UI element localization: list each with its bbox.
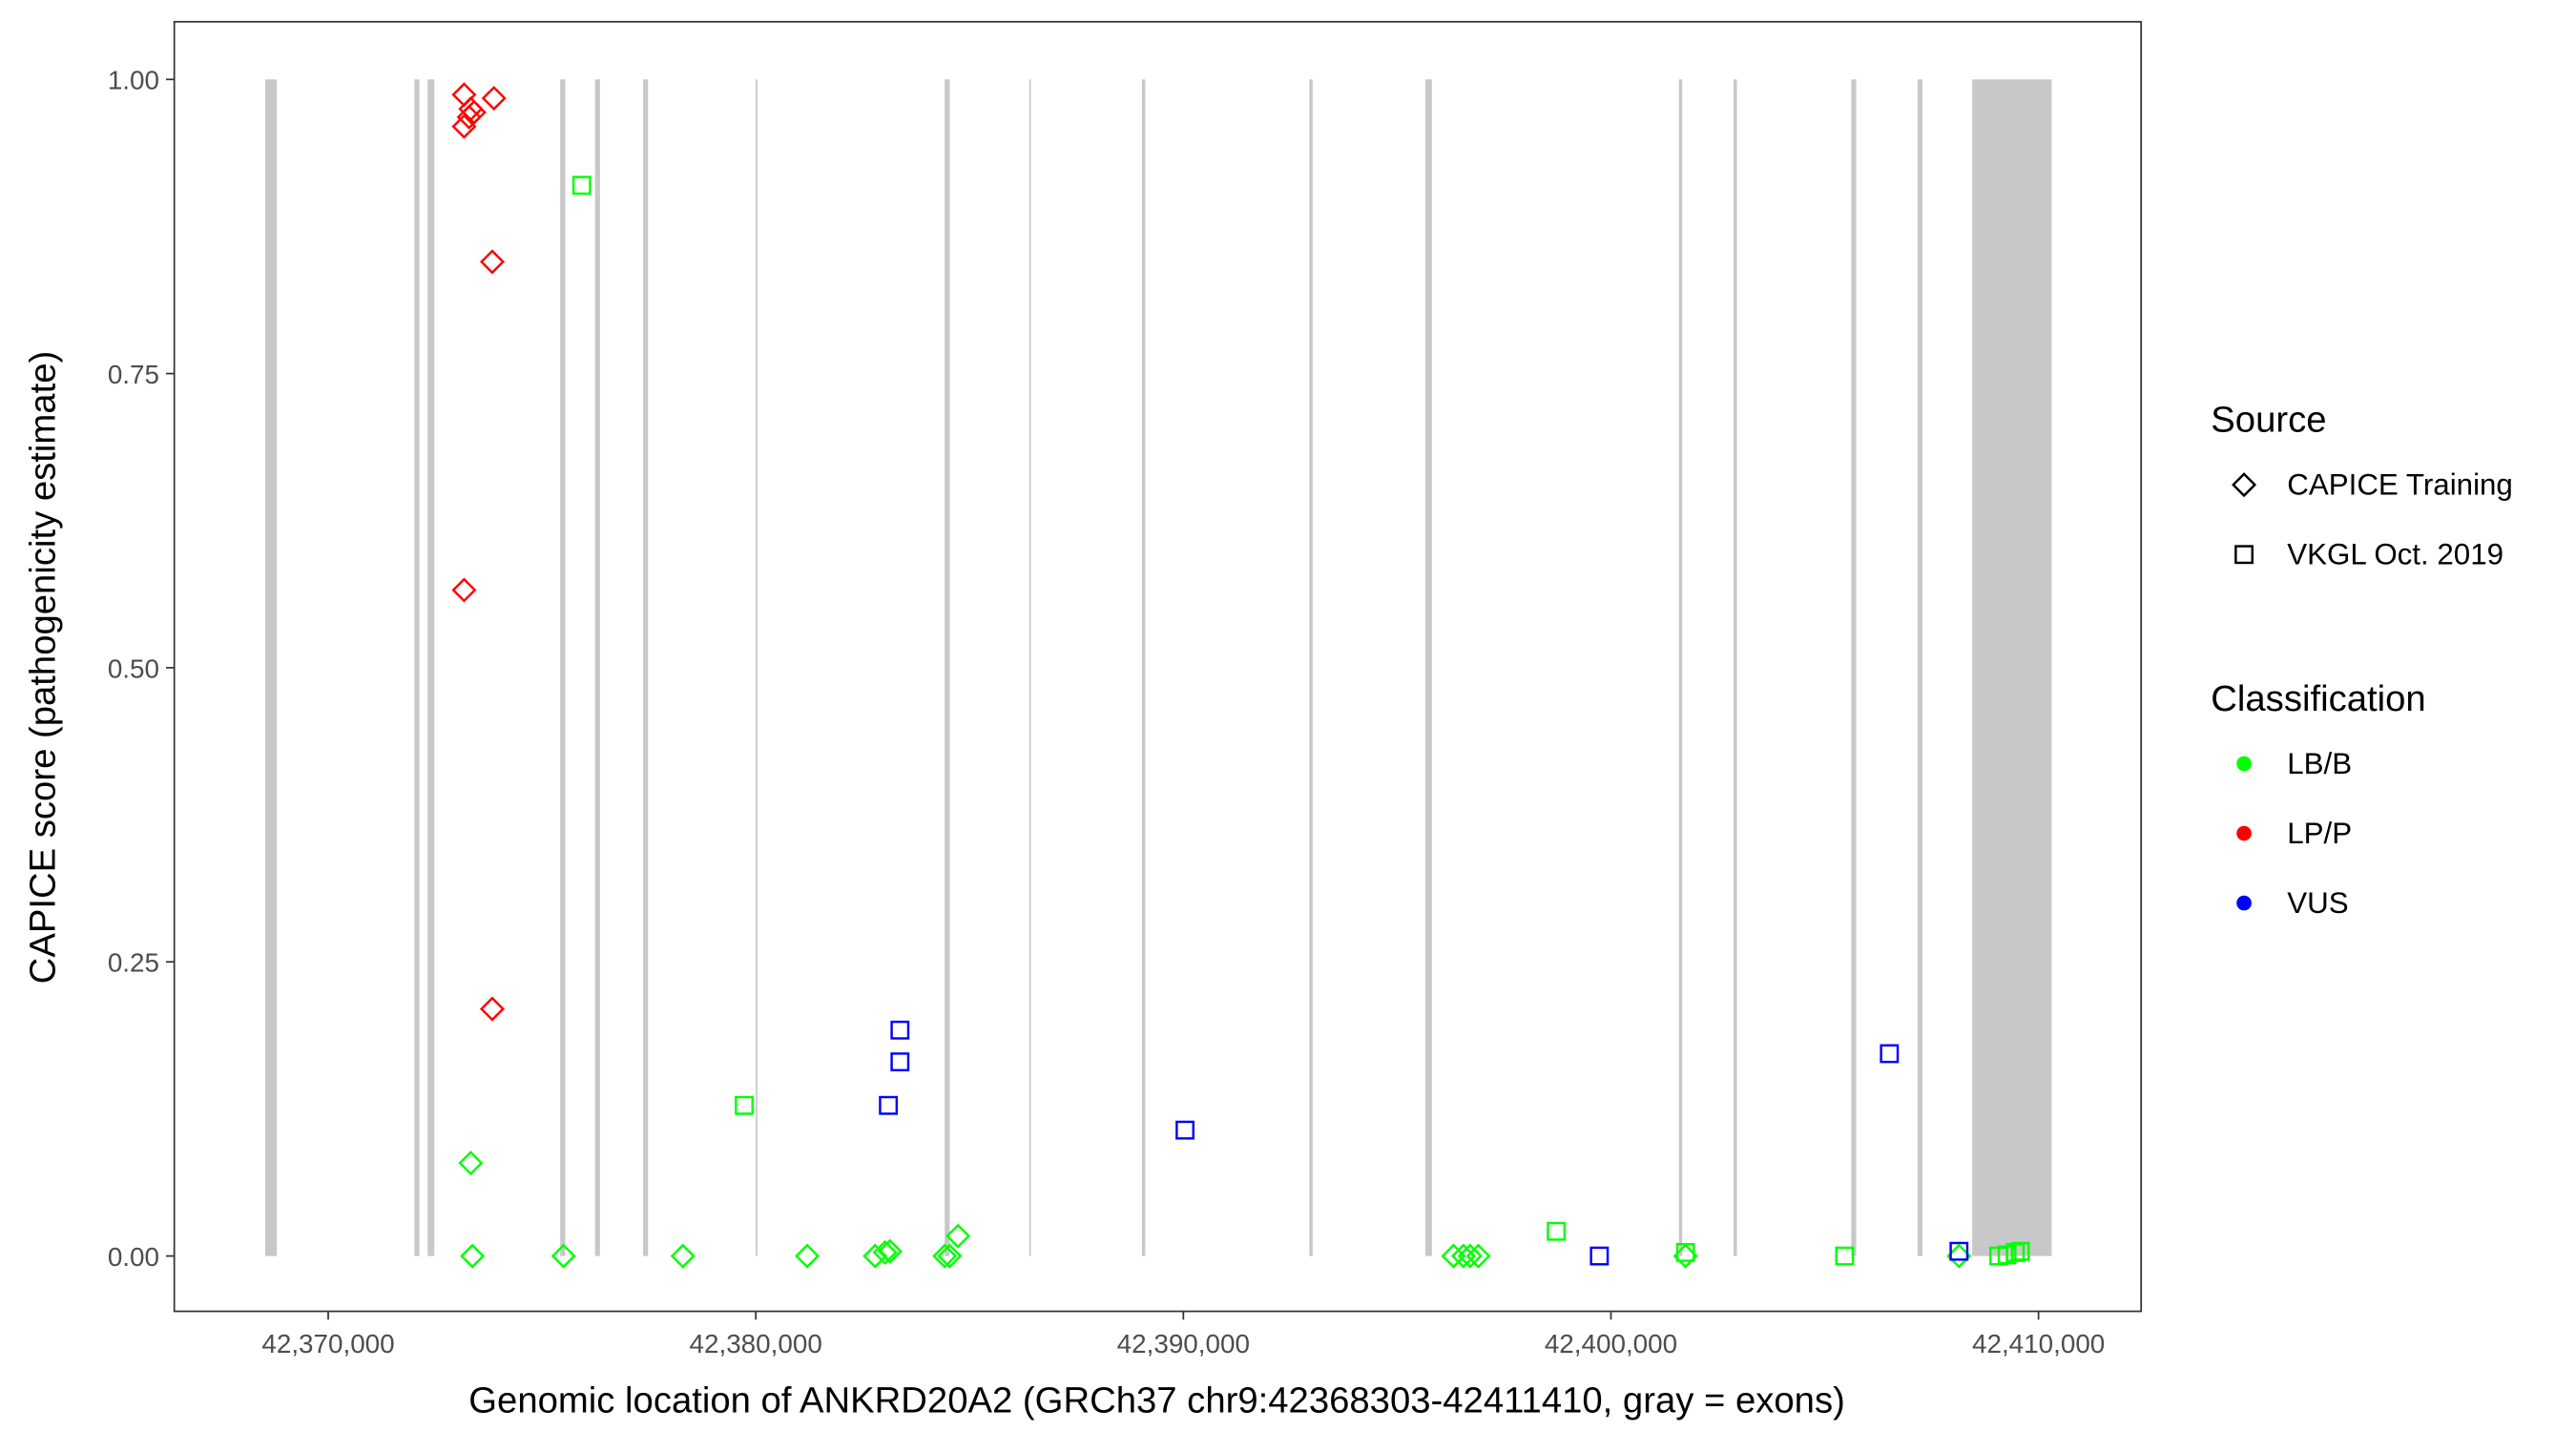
point [879, 1095, 899, 1115]
point [551, 1243, 576, 1269]
exon [643, 79, 649, 1256]
exon [945, 79, 950, 1256]
exon [1972, 79, 2052, 1256]
exon [1678, 79, 1683, 1256]
point [456, 104, 482, 130]
legend-label: LB/B [2287, 747, 2352, 780]
x-tick-label: 42,390,000 [1117, 1329, 1250, 1358]
point [1547, 1221, 1567, 1241]
exon [1028, 79, 1031, 1256]
exon [594, 79, 600, 1256]
point [1589, 1246, 1610, 1266]
point [571, 176, 592, 196]
exon [756, 79, 758, 1256]
point [1441, 1243, 1466, 1269]
point [451, 114, 477, 139]
y-tick-label: 0.75 [108, 360, 159, 389]
point [890, 1052, 910, 1071]
point [458, 1151, 484, 1176]
point [481, 85, 507, 112]
point [937, 1243, 963, 1269]
legend-title: Classification [2211, 678, 2425, 719]
legend-symbol [2236, 895, 2252, 911]
point [1465, 1243, 1491, 1269]
point [1835, 1246, 1855, 1266]
point [1880, 1044, 1900, 1064]
exon [1734, 79, 1737, 1256]
legend-symbol [2236, 756, 2252, 772]
point [1175, 1120, 1195, 1140]
legend-symbol [2236, 825, 2252, 841]
y-axis-title: CAPICE score (pathogenicity estimate) [22, 351, 63, 985]
exon [560, 79, 566, 1256]
legend-label: LP/P [2287, 817, 2352, 850]
exon [264, 79, 278, 1256]
legend-label: CAPICE Training [2287, 468, 2513, 502]
y-tick-label: 1.00 [108, 66, 159, 95]
point [795, 1243, 821, 1269]
point [451, 577, 477, 603]
point [2005, 1242, 2025, 1262]
point [460, 1243, 486, 1269]
exon [1309, 79, 1313, 1256]
point [479, 249, 505, 275]
x-tick-label: 42,400,000 [1545, 1329, 1677, 1358]
x-tick-label: 42,370,000 [261, 1329, 394, 1358]
legend-label: VKGL Oct. 2019 [2287, 538, 2503, 571]
exon [1141, 79, 1146, 1256]
exon [414, 79, 420, 1256]
point [932, 1243, 958, 1269]
point [890, 1020, 910, 1040]
point [872, 1239, 898, 1265]
x-tick-label: 42,380,000 [690, 1329, 822, 1358]
exon [1851, 79, 1857, 1256]
point [1949, 1241, 1969, 1261]
point [735, 1095, 754, 1115]
point [1457, 1243, 1483, 1269]
y-tick-label: 0.00 [108, 1242, 159, 1272]
panel-border [173, 20, 2143, 1313]
x-tick-label: 42,410,000 [1972, 1329, 2105, 1358]
point [479, 996, 505, 1022]
y-tick-label: 0.50 [108, 653, 159, 683]
point [945, 1223, 971, 1249]
exon [1424, 79, 1432, 1256]
point [670, 1243, 696, 1269]
exon [1917, 79, 1923, 1256]
legend-label: VUS [2287, 886, 2348, 920]
x-axis-title: Genomic location of ANKRD20A2 (GRCh37 ch… [468, 1380, 1845, 1421]
legend-symbol [2234, 545, 2254, 565]
y-tick-label: 0.25 [108, 948, 159, 978]
legend-title: Source [2211, 400, 2326, 441]
point [1675, 1242, 1695, 1262]
exon [427, 79, 435, 1256]
point [862, 1243, 888, 1269]
point [2010, 1241, 2030, 1261]
legend-symbol [2232, 472, 2257, 498]
point [877, 1238, 903, 1264]
